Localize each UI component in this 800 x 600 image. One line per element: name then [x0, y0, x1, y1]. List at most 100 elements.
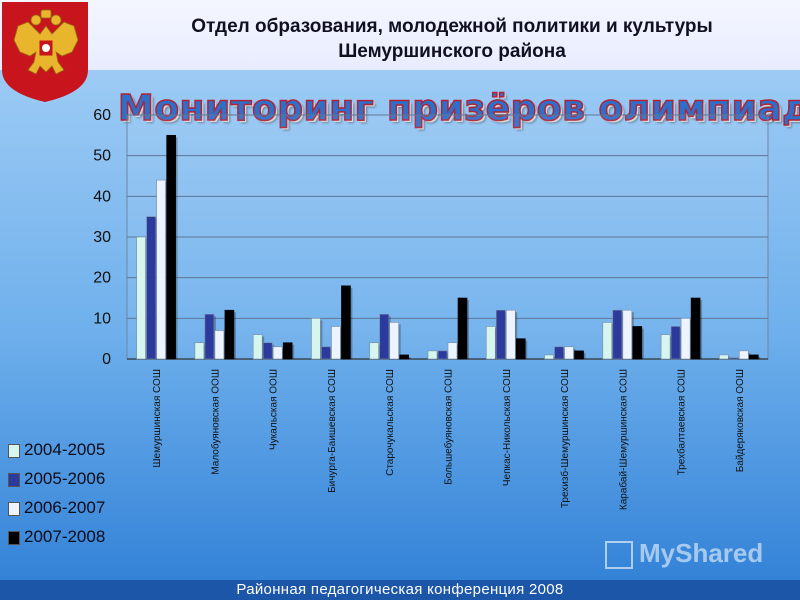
header-line-1: Отдел образования, молодежной политики и…: [191, 16, 713, 37]
bar: [156, 179, 166, 360]
bar-shadow: [408, 356, 411, 359]
bar: [660, 334, 671, 360]
bar-shadow: [467, 300, 469, 359]
header-line-2: Шемуршинского района: [338, 41, 566, 62]
bar: [515, 338, 526, 360]
x-tick-label: Карабай-Шемуршинская СОШ: [617, 369, 629, 510]
legend-label: 2005-2006: [24, 469, 106, 488]
bar: [739, 350, 749, 360]
bar: [437, 350, 448, 360]
x-tick-label: Чукальская ООШ: [269, 369, 280, 450]
legend-swatch: [8, 444, 20, 458]
bar: [485, 326, 496, 360]
y-tick-label: 60: [93, 107, 111, 124]
bar-shadow: [350, 287, 353, 359]
bar: [544, 354, 554, 360]
y-tick-label: 10: [93, 310, 111, 327]
bar: [680, 318, 691, 360]
x-axis: Шемуршинская СОШ Малобуяновская ООШ Чукаль…: [152, 369, 746, 510]
bar: [379, 313, 390, 360]
y-tick-label: 20: [93, 270, 111, 287]
x-tick-label: Трехбалтаевская СОШ: [676, 369, 688, 475]
x-tick-label: Бичурга-Баишевская СОШ: [327, 369, 338, 493]
x-tick-label: Большебуяновская СОШ: [443, 369, 455, 485]
bar: [166, 135, 176, 360]
y-tick-label: 50: [93, 148, 111, 165]
bar: [612, 309, 623, 360]
bar-shadow: [398, 324, 401, 359]
legend-swatch: [8, 531, 20, 545]
bar: [136, 236, 146, 360]
watermark-text: MyShared: [639, 538, 764, 568]
header-title: Отдел образования, молодежной политики и…: [112, 14, 792, 64]
x-tick-label: Чепкас-Никольская СОШ: [502, 369, 513, 486]
bar: [670, 326, 681, 360]
bar: [331, 326, 341, 360]
bar-shadow: [233, 312, 236, 359]
bar: [204, 313, 215, 360]
bar: [622, 309, 633, 360]
bar-shadow: [320, 320, 323, 359]
legend-label: 2006-2007: [24, 498, 106, 517]
legend-label: 2004-2005: [24, 440, 106, 459]
y-tick-label: 40: [93, 188, 111, 205]
bar: [602, 322, 613, 360]
x-tick-label: Трехизб-Шемуршинская СОШ: [559, 369, 571, 508]
coat-of-arms-emblem: [2, 2, 88, 102]
bar-shadow: [525, 340, 528, 359]
bar-shadow: [641, 328, 644, 359]
bar: [224, 309, 235, 360]
bar: [749, 354, 759, 360]
bar: [399, 354, 410, 360]
bar: [729, 357, 739, 360]
bar: [321, 346, 331, 360]
bar: [505, 309, 516, 360]
bar: [272, 346, 283, 360]
watermark: MyShared: [605, 538, 764, 570]
bar: [146, 216, 156, 360]
x-tick-label: Байдеряковская ООШ: [735, 369, 746, 472]
x-tick-label: Шемуршинская СОШ: [152, 369, 163, 468]
footer-bar: Районная педагогическая конференция 2008: [0, 580, 800, 600]
bars: [136, 135, 761, 360]
bar-shadow: [175, 137, 178, 359]
y-tick-label: 0: [102, 351, 111, 368]
footer-text: Районная педагогическая конференция 2008: [236, 581, 564, 598]
legend-label: 2007-2008: [24, 527, 106, 546]
bar-shadow: [515, 312, 518, 359]
header-banner: Отдел образования, молодежной политики и…: [0, 0, 800, 70]
bar: [457, 297, 468, 360]
bar: [554, 346, 564, 360]
bar-shadow: [583, 352, 586, 359]
bar: [311, 318, 321, 360]
bar-shadow: [292, 344, 295, 359]
bar: [447, 342, 458, 360]
bar: [252, 334, 263, 360]
watermark-logo-icon: [605, 541, 633, 570]
y-tick-label: 30: [93, 229, 111, 246]
bar: [262, 342, 273, 360]
legend-swatch: [8, 502, 20, 516]
bar: [282, 342, 293, 360]
legend-swatch: [8, 473, 20, 487]
bar: [574, 350, 584, 360]
bar: [389, 322, 400, 360]
bar: [194, 342, 205, 360]
bar-shadow: [700, 300, 703, 359]
gridlines: [126, 114, 769, 360]
bar: [214, 330, 225, 360]
bar: [495, 309, 506, 360]
bar: [690, 297, 701, 360]
bar: [427, 350, 438, 360]
bar: [369, 342, 380, 360]
bar: [632, 326, 643, 360]
chart-title: Мониторинг призёров олимпиад: [117, 87, 800, 130]
bar: [341, 285, 351, 360]
bar: [719, 354, 729, 360]
y-axis: 0 10 20 30 40 50 60: [93, 107, 111, 368]
x-tick-label: Малобуяновская ООШ: [209, 369, 221, 475]
bar-shadow: [758, 356, 761, 359]
bar: [564, 346, 574, 360]
x-tick-label: Старочукальская СОШ: [385, 369, 396, 476]
